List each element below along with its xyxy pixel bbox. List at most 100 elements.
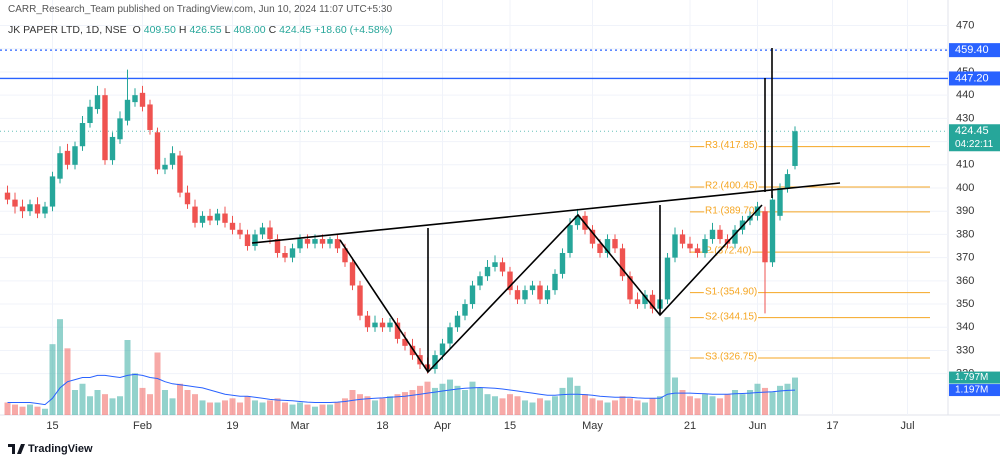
- volume-bar: [552, 396, 558, 415]
- volume-badge-label: 1.797M: [955, 372, 988, 383]
- candle-body: [289, 248, 296, 258]
- volume-bar: [432, 387, 438, 415]
- volume-bar: [612, 400, 618, 415]
- pivot-label: S3 (326.75): [705, 352, 757, 363]
- pivot-label: S1 (354.90): [705, 286, 757, 297]
- candle-body: [349, 262, 356, 286]
- candle-body: [672, 234, 678, 258]
- y-tick-label: 440: [956, 89, 974, 101]
- x-tick-label: Apr: [434, 420, 451, 432]
- volume-ma-line: [7, 373, 796, 406]
- volume-bar: [342, 398, 348, 415]
- candle-body: [229, 222, 236, 230]
- candle-body: [447, 327, 453, 344]
- candle-body: [109, 136, 116, 161]
- candle-body: [402, 338, 408, 346]
- volume-bar: [274, 398, 281, 415]
- volume-bar: [79, 383, 86, 415]
- volume-bar: [124, 340, 131, 415]
- volume-bar: [762, 387, 768, 415]
- volume-bar: [739, 394, 746, 415]
- volume-bar: [132, 373, 138, 415]
- volume-bar: [484, 394, 491, 415]
- volume-bar: [394, 394, 401, 415]
- x-tick-label: Jun: [749, 420, 767, 432]
- candle-body: [192, 206, 198, 223]
- volume-bar: [379, 398, 386, 415]
- candle-body: [342, 248, 348, 263]
- ohlc-value: 426.55: [189, 24, 222, 36]
- volume-bar: [477, 387, 483, 415]
- volume-bar: [424, 381, 431, 415]
- volume-bar: [634, 400, 641, 415]
- volume-bar: [574, 385, 581, 415]
- volume-bar: [27, 404, 33, 415]
- candle-body: [364, 315, 371, 328]
- x-tick-label: May: [582, 420, 603, 432]
- candle-body: [469, 285, 476, 305]
- volume-bar: [162, 390, 168, 415]
- candle-body: [709, 229, 716, 240]
- volume-bar: [237, 402, 243, 415]
- volume-bar: [589, 398, 596, 415]
- volume-bar: [537, 398, 543, 415]
- candle-body: [537, 285, 543, 300]
- logo-icon: [8, 444, 25, 454]
- y-tick-label: 430: [956, 112, 974, 124]
- x-tick-label: Feb: [133, 420, 152, 432]
- volume-bar: [34, 406, 41, 415]
- series-layer: 3203303403503603703803904004104204304404…: [0, 0, 1000, 432]
- symbol: JK PAPER LTD, 1D, NSE: [8, 24, 127, 36]
- volume-bar: [139, 387, 146, 415]
- volume-bar: [462, 390, 468, 415]
- x-tick-label: Mar: [291, 420, 310, 432]
- volume-bar: [214, 402, 221, 415]
- candle-body: [394, 322, 401, 339]
- volume-bar: [102, 394, 108, 415]
- candle-body: [319, 239, 326, 244]
- candle-body: [334, 239, 341, 249]
- volume-bar: [544, 400, 551, 415]
- volume-bar: [529, 402, 536, 415]
- volume-bar: [319, 404, 326, 415]
- candle-body: [604, 239, 611, 253]
- candle-body: [154, 132, 161, 170]
- ohlc-value: 424.45: [279, 24, 312, 36]
- candle-body: [687, 243, 693, 249]
- volume-bar: [642, 402, 648, 415]
- volume-bar: [784, 383, 791, 415]
- volume-bar: [732, 390, 738, 415]
- volume-bar: [289, 404, 296, 415]
- candle-body: [237, 229, 243, 235]
- volume-bar: [147, 394, 153, 415]
- candle-body: [207, 215, 213, 221]
- candle-body: [642, 294, 648, 305]
- ohlc-value: 408.00: [233, 24, 266, 36]
- neckline: [251, 182, 841, 244]
- x-tick-label: 21: [684, 420, 696, 432]
- price-badge: [949, 71, 1000, 86]
- x-tick-label: 15: [46, 420, 58, 432]
- volume-bar: [349, 390, 356, 415]
- candle-body: [147, 104, 153, 130]
- x-tick-label: 17: [826, 420, 838, 432]
- candle-body: [297, 239, 303, 249]
- price-badge: [949, 43, 1000, 58]
- candle-body: [79, 123, 86, 147]
- volume-bar: [597, 400, 603, 415]
- volume-badge-label: 1.197M: [955, 385, 988, 396]
- volume-bar: [709, 396, 716, 415]
- candle-body: [64, 150, 71, 165]
- volume-badge: [949, 384, 1000, 397]
- x-tick-label: 18: [376, 420, 388, 432]
- drawings: [251, 48, 841, 374]
- countdown: 04:22:11: [955, 139, 994, 150]
- volume-bar: [627, 398, 633, 415]
- price-badge-label: 424.45: [955, 125, 989, 137]
- volume-bar: [244, 396, 251, 415]
- volume-bar: [117, 396, 123, 415]
- y-tick-label: 360: [956, 275, 974, 287]
- volume-bar: [387, 396, 393, 415]
- pivot-label: R3 (417.85): [705, 140, 758, 151]
- candle-body: [784, 174, 791, 189]
